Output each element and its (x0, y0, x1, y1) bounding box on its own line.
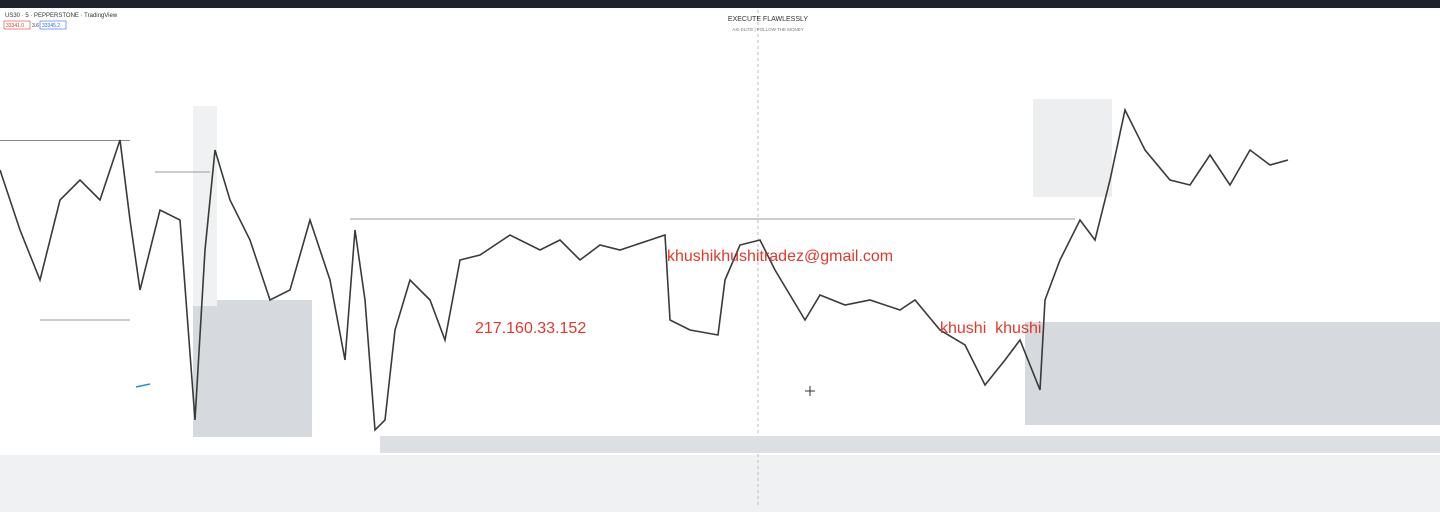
watermark: khushi khushi (940, 320, 1041, 337)
price-line (0, 107, 1289, 432)
zone (1033, 99, 1112, 197)
buy-price[interactable]: 33345.2 (42, 23, 60, 29)
sell-button[interactable] (3, 20, 31, 30)
spread: 3.6 (32, 23, 39, 29)
top-toolbar[interactable] (0, 0, 1440, 8)
sell-price[interactable]: 33341.0 (6, 23, 24, 29)
zone (193, 106, 217, 306)
zone (1025, 322, 1440, 425)
drawing (135, 383, 151, 388)
banner-title: EXECUTE FLAWLESSLY (728, 16, 808, 23)
bottom-area (0, 455, 1440, 512)
cursor (805, 386, 815, 396)
zone (380, 436, 1440, 453)
watermark: khushikhushitradez@gmail.com (667, 248, 893, 265)
buy-button[interactable] (39, 20, 67, 30)
watermark: 217.160.33.152 (475, 320, 586, 337)
level-line (0, 140, 130, 141)
symbol: US30 · 5 · PEPPERSTONE · TradingView (5, 13, 118, 19)
zone (193, 300, 312, 437)
banner-subtitle: AXI ELITE | FOLLOW THE MONEY (732, 27, 804, 32)
